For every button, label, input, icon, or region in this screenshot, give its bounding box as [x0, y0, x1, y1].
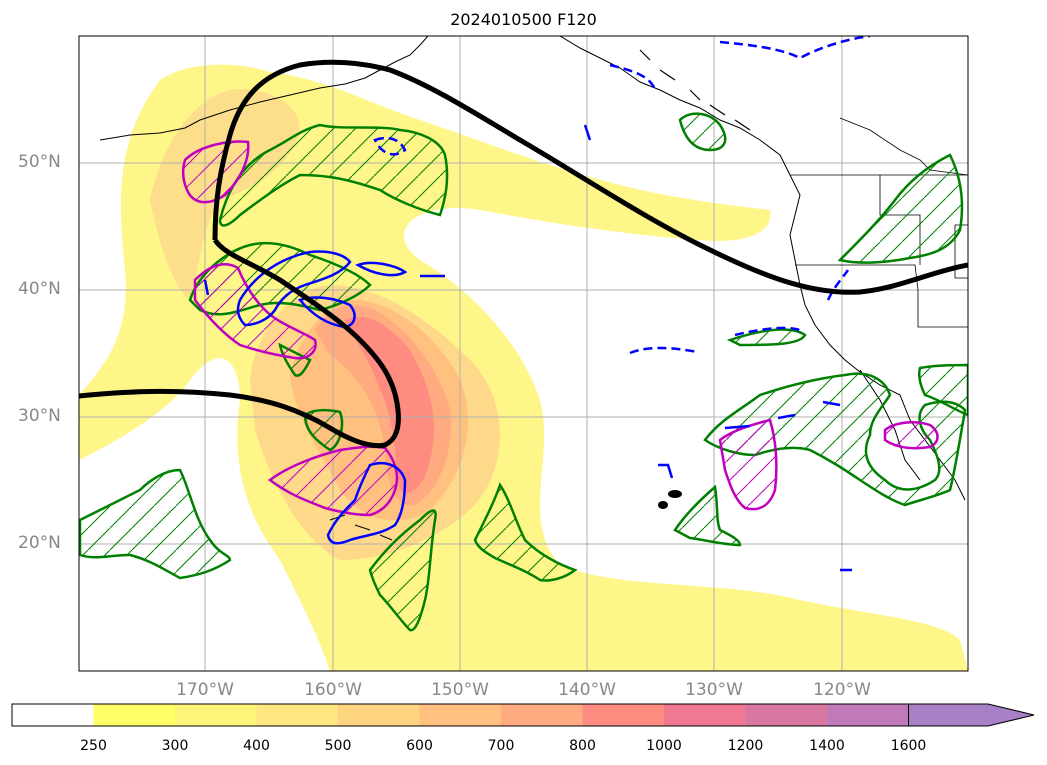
lat-label-30n: 30°N	[18, 406, 61, 426]
colorbar-tick-label: 500	[324, 738, 352, 754]
colorbar-segment	[501, 704, 583, 726]
colorbar-segment-under	[12, 704, 94, 726]
lat-label-40n: 40°N	[18, 279, 61, 299]
lon-label-150w: 150°W	[431, 680, 489, 700]
colorbar	[11, 703, 1035, 727]
colorbar-segment	[664, 704, 746, 726]
colorbar-tick-label: 400	[243, 738, 270, 754]
colorbar-tick-label: 600	[406, 738, 433, 754]
lon-label-140w: 140°W	[558, 680, 616, 700]
lon-label-160w: 160°W	[304, 680, 362, 700]
jet-contours	[79, 59, 968, 449]
colorbar-segment	[338, 704, 420, 726]
colorbar-extend-arrow	[908, 703, 1035, 727]
lat-label-20n: 20°N	[18, 533, 61, 553]
colorbar-tick-label: 300	[161, 738, 189, 754]
colorbar-segment	[582, 704, 665, 726]
lon-label-170w: 170°W	[176, 680, 234, 700]
lat-label-50n: 50°N	[18, 152, 61, 172]
lon-label-120w: 120°W	[813, 680, 871, 700]
colorbar-tick-label: 1000	[646, 738, 682, 754]
colorbar-tick-label: 1600	[890, 738, 927, 754]
colorbar-tick-label: 1200	[727, 738, 764, 754]
colorbar-tick-label: 250	[80, 738, 107, 754]
colorbar-segment	[827, 704, 909, 726]
coastlines	[99, 36, 968, 541]
colorbar-border	[11, 703, 909, 727]
colorbar-segment	[256, 704, 339, 726]
blue-solid-contours	[203, 124, 852, 572]
colorbar-segment	[93, 704, 176, 726]
map-title: 2024010500 F120	[450, 10, 597, 29]
green-hatched-regions	[79, 112, 968, 632]
colorbar-segment	[175, 704, 257, 726]
lon-label-130w: 130°W	[685, 680, 743, 700]
colorbar-segment	[745, 704, 828, 726]
colorbar-tick-label: 800	[569, 738, 596, 754]
colorbar-tick-label: 700	[487, 738, 515, 754]
colorbar-tick-label: 1400	[809, 738, 845, 754]
map-frame	[78, 35, 969, 672]
colorbar-segment	[419, 704, 502, 726]
blue-dashed-contours	[373, 36, 871, 355]
